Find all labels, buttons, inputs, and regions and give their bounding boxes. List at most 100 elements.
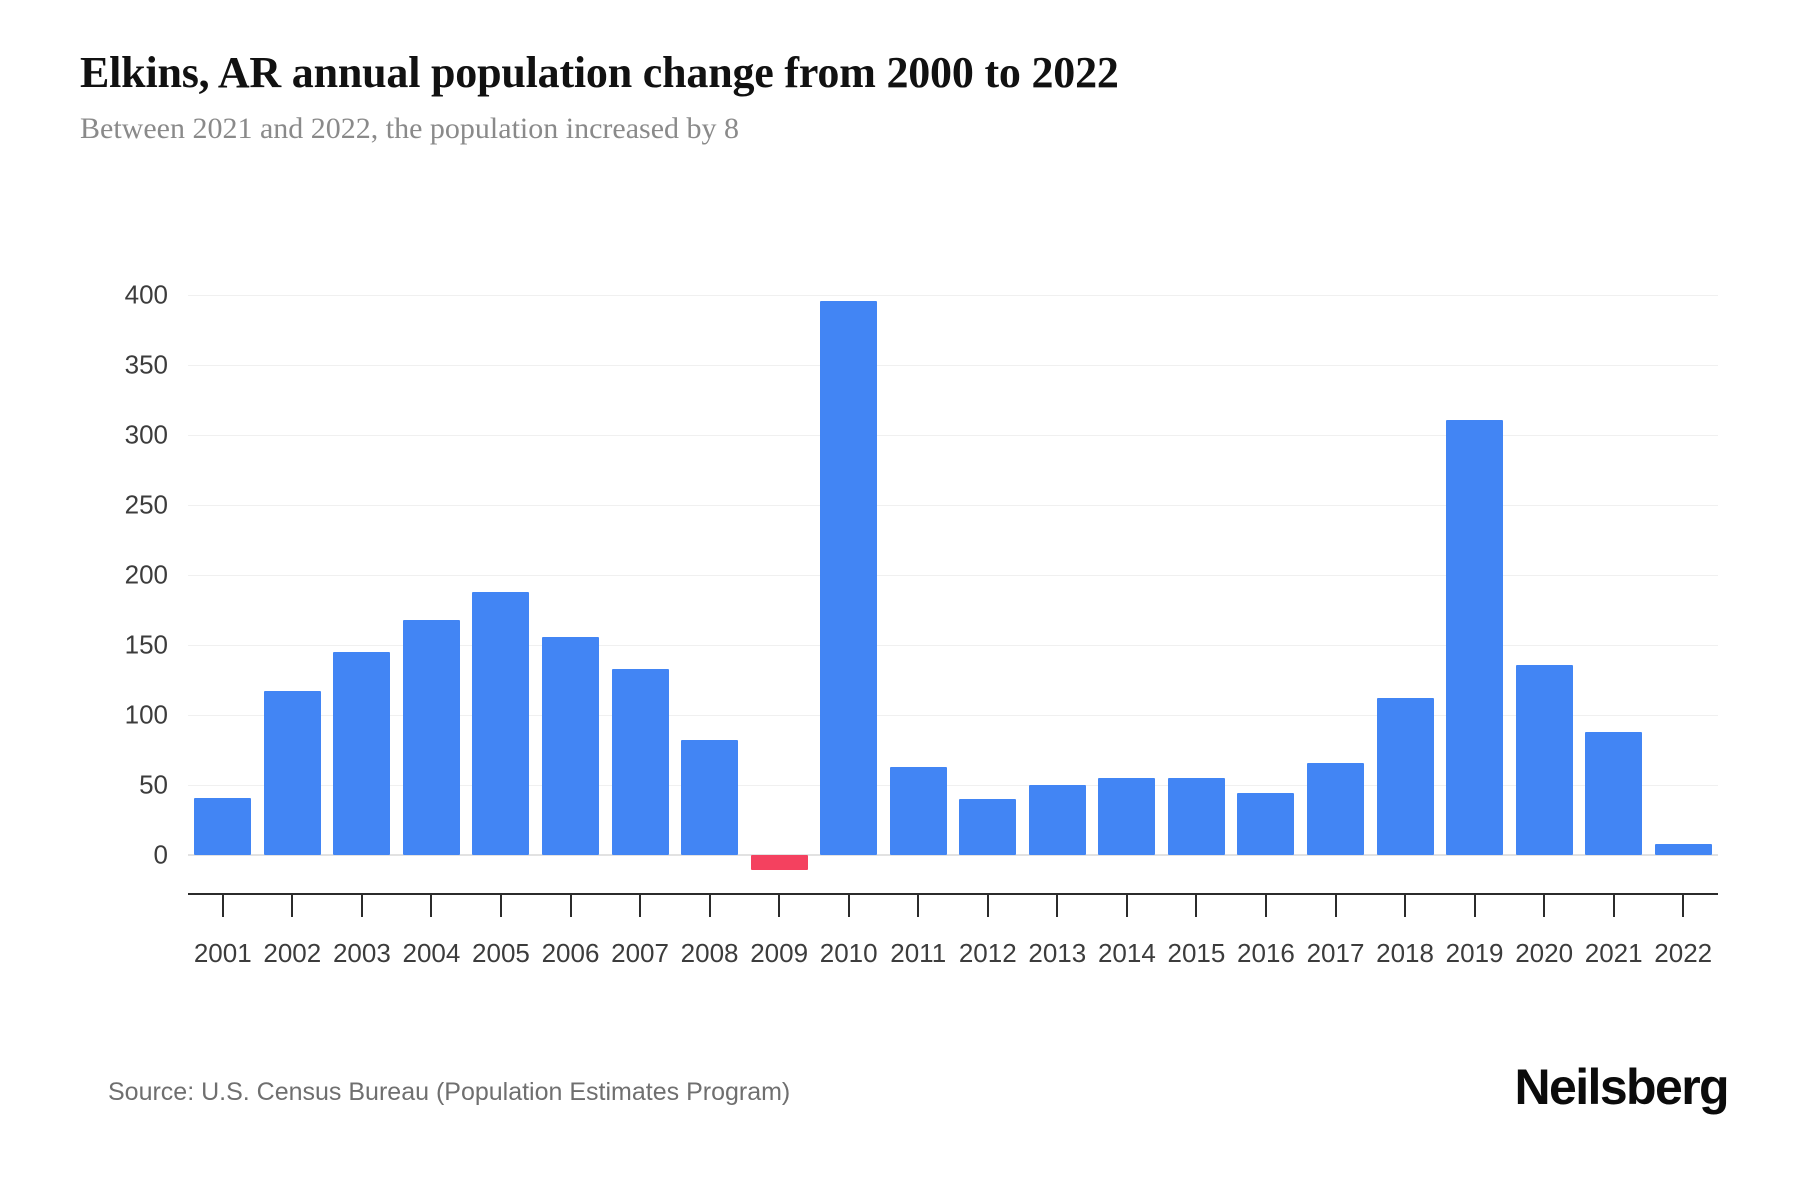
x-axis-tick <box>569 895 572 917</box>
bar-slot[interactable] <box>1301 0 1371 1200</box>
x-axis-tick-label: 2013 <box>1028 938 1087 968</box>
bar-slot[interactable] <box>1579 0 1649 1200</box>
y-axis-tick-label: 100 <box>124 699 168 730</box>
x-axis-tick <box>1056 895 1059 917</box>
brand-logo: Neilsberg <box>1514 1059 1730 1115</box>
page-title: Elkins, AR annual population change from… <box>80 48 1119 97</box>
source-note: Source: U.S. Census Bureau (Population E… <box>108 1078 791 1106</box>
x-axis-tick-label: 2005 <box>472 938 530 968</box>
gridline <box>188 575 1718 576</box>
gridline <box>188 645 1718 646</box>
x-axis-tick <box>639 895 642 917</box>
zero-baseline <box>188 854 1718 856</box>
bar-slot[interactable] <box>1370 0 1440 1200</box>
x-axis-tick <box>1264 895 1267 917</box>
x-axis-tick-label: 2010 <box>819 938 878 968</box>
bar-slot[interactable] <box>605 0 675 1200</box>
bar-2012[interactable] <box>959 799 1017 855</box>
bar-slot[interactable] <box>1092 0 1162 1200</box>
bar-2006[interactable] <box>541 636 599 855</box>
bar-2004[interactable] <box>402 619 460 855</box>
x-axis-tick-label: 2012 <box>958 938 1017 968</box>
x-axis-tick-label: 2003 <box>332 938 391 968</box>
bar-slot[interactable] <box>1440 0 1510 1200</box>
bar-2021[interactable] <box>1585 731 1643 855</box>
bar-2002[interactable] <box>263 691 321 855</box>
x-axis-tick-label: 2002 <box>263 938 322 968</box>
bar-2007[interactable] <box>611 668 669 855</box>
bar-slot[interactable] <box>397 0 467 1200</box>
x-axis-tick-label: 2015 <box>1167 938 1226 968</box>
x-axis-tick <box>1473 895 1476 917</box>
bar-slot[interactable] <box>675 0 745 1200</box>
x-axis-line <box>188 893 1718 895</box>
bar-2008[interactable] <box>681 740 739 855</box>
bar-slot[interactable] <box>536 0 606 1200</box>
gridline <box>188 435 1718 436</box>
x-axis-tick-label: 2020 <box>1515 938 1574 968</box>
x-axis-tick <box>1125 895 1128 917</box>
x-axis-tick <box>1543 895 1546 917</box>
y-axis-tick-label: 250 <box>124 489 168 520</box>
x-axis-tick <box>1334 895 1337 917</box>
x-axis-tick-label: 2001 <box>193 938 252 968</box>
x-axis-tick <box>499 895 502 917</box>
bar-slot[interactable] <box>1023 0 1093 1200</box>
x-axis-tick <box>778 895 781 917</box>
x-axis-tick <box>986 895 989 917</box>
y-axis-tick-label: 350 <box>124 349 168 380</box>
bar-2022[interactable] <box>1654 843 1712 855</box>
bar-slot[interactable] <box>814 0 884 1200</box>
bar-slot[interactable] <box>327 0 397 1200</box>
bar-slot[interactable] <box>466 0 536 1200</box>
bar-2014[interactable] <box>1098 778 1156 855</box>
bar-2003[interactable] <box>333 652 391 855</box>
x-axis-tick <box>1404 895 1407 917</box>
x-axis-tick <box>221 895 224 917</box>
bar-2017[interactable] <box>1306 762 1364 855</box>
bar-2010[interactable] <box>820 300 878 855</box>
x-axis-tick-label: 2019 <box>1445 938 1504 968</box>
x-axis-tick-label: 2017 <box>1306 938 1365 968</box>
gridline <box>188 295 1718 296</box>
bar-2016[interactable] <box>1237 793 1295 855</box>
bar-2009[interactable] <box>750 855 808 871</box>
gridline <box>188 505 1718 506</box>
bar-slot[interactable] <box>1509 0 1579 1200</box>
y-axis-tick-label: 0 <box>153 839 168 870</box>
y-axis-tick-label: 400 <box>124 279 168 310</box>
bar-slot[interactable] <box>258 0 328 1200</box>
y-axis-tick-label: 200 <box>124 559 168 590</box>
x-axis-tick <box>708 895 711 917</box>
bar-slot[interactable] <box>883 0 953 1200</box>
x-axis-tick-label: 2008 <box>680 938 739 968</box>
bar-2013[interactable] <box>1028 785 1086 855</box>
x-axis-tick-label: 2006 <box>541 938 600 968</box>
bar-2019[interactable] <box>1446 419 1504 855</box>
bar-2020[interactable] <box>1515 664 1573 855</box>
bar-2001[interactable] <box>194 797 252 855</box>
x-axis-tick <box>1195 895 1198 917</box>
x-axis-tick-label: 2018 <box>1376 938 1434 968</box>
bar-2018[interactable] <box>1376 698 1434 855</box>
bar-slot[interactable] <box>188 0 258 1200</box>
bar-slot[interactable] <box>1648 0 1718 1200</box>
bar-slot[interactable] <box>953 0 1023 1200</box>
bar-slot[interactable] <box>1162 0 1232 1200</box>
x-axis-tick-label: 2016 <box>1237 938 1295 968</box>
x-axis-tick <box>847 895 850 917</box>
y-axis-tick-label: 50 <box>139 769 168 800</box>
x-axis-tick-label: 2007 <box>611 938 669 968</box>
bar-2011[interactable] <box>889 766 947 855</box>
x-axis-tick <box>1682 895 1685 917</box>
bar-2015[interactable] <box>1167 778 1225 855</box>
chart-subtitle: Between 2021 and 2022, the population in… <box>80 112 740 146</box>
x-axis-tick <box>360 895 363 917</box>
x-axis-tick <box>917 895 920 917</box>
bar-2005[interactable] <box>472 591 530 855</box>
bar-slot[interactable] <box>744 0 814 1200</box>
bar-slot[interactable] <box>1231 0 1301 1200</box>
x-axis-tick <box>430 895 433 917</box>
